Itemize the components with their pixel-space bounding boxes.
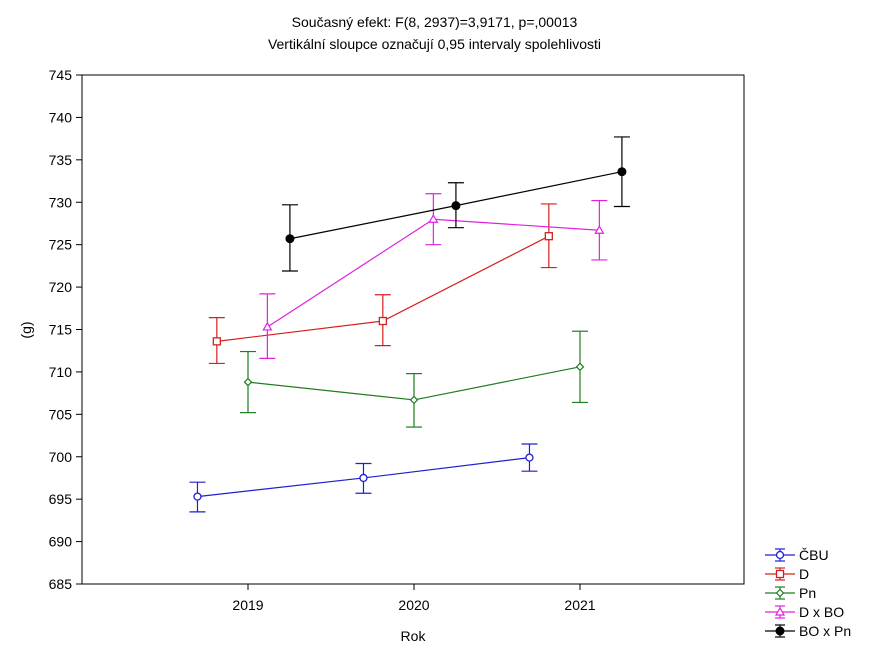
- y-tick-label: 690: [49, 534, 73, 550]
- data-point: [409, 395, 419, 405]
- y-tick-label: 730: [49, 194, 73, 210]
- chart-title: Současný efekt: F(8, 2937)=3,9171, p=,00…: [291, 14, 578, 30]
- series-čbu: [189, 443, 538, 513]
- data-point: [544, 232, 553, 241]
- data-point: [378, 316, 387, 326]
- legend-item: D x BO: [765, 604, 844, 620]
- series-pn: [240, 330, 588, 428]
- series-bo-x-pn: [281, 136, 630, 272]
- legend-marker: [775, 550, 785, 560]
- legend-label: D: [799, 566, 809, 582]
- data-point: [285, 234, 295, 244]
- x-tick-label: 2021: [564, 597, 595, 613]
- y-tick-label: 725: [49, 237, 73, 253]
- y-axis-label: (g): [18, 321, 34, 338]
- series-d: [208, 203, 557, 365]
- legend-marker: [775, 626, 785, 636]
- data-point: [617, 167, 627, 177]
- y-tick-label: 710: [49, 364, 73, 380]
- data-point: [212, 337, 221, 346]
- legend-marker: [775, 588, 785, 598]
- y-tick-label: 700: [49, 449, 73, 465]
- legend-item: Pn: [765, 585, 816, 601]
- data-point: [193, 492, 202, 501]
- legend-label: D x BO: [799, 604, 844, 620]
- y-tick-label: 715: [49, 322, 73, 338]
- x-tick-label: 2020: [398, 597, 429, 613]
- series-d-x-bo: [259, 193, 608, 359]
- y-tick-label: 735: [49, 152, 73, 168]
- legend-marker: [774, 606, 786, 616]
- y-tick-label: 720: [49, 279, 73, 295]
- chart-subtitle: Vertikální sloupce označují 0,95 interva…: [267, 36, 602, 52]
- x-axis-label: Rok: [401, 628, 427, 644]
- data-point: [243, 377, 253, 387]
- axis-ticks: 685 690 695 700 705 710 715 720 725 730 735 740 745 2…: [49, 67, 596, 613]
- legend-label: BO x Pn: [799, 623, 851, 639]
- data-point: [359, 473, 368, 483]
- legend-label: Pn: [799, 585, 816, 601]
- y-tick-label: 685: [49, 576, 73, 592]
- legend-item: BO x Pn: [765, 623, 851, 639]
- legend-label: ČBU: [799, 547, 829, 563]
- data-point: [262, 321, 273, 331]
- data-point: [428, 214, 439, 223]
- legend: ČBU D Pn D x BO BO x Pn: [765, 547, 851, 639]
- y-tick-label: 740: [49, 109, 73, 125]
- legend-marker: [775, 569, 785, 579]
- legend-item: ČBU: [765, 547, 829, 563]
- data-point: [525, 453, 534, 462]
- data-point: [575, 362, 585, 372]
- y-tick-label: 705: [49, 406, 73, 422]
- data-point: [594, 225, 605, 234]
- x-tick-label: 2019: [232, 597, 263, 613]
- series-layer: [189, 136, 630, 513]
- data-point: [451, 201, 461, 211]
- y-tick-label: 745: [49, 67, 73, 83]
- legend-item: D: [765, 566, 809, 582]
- y-tick-label: 695: [49, 491, 73, 507]
- plot-area: [81, 74, 745, 585]
